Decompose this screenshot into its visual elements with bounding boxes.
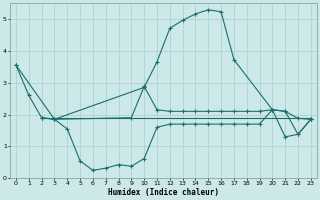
X-axis label: Humidex (Indice chaleur): Humidex (Indice chaleur) <box>108 188 219 197</box>
